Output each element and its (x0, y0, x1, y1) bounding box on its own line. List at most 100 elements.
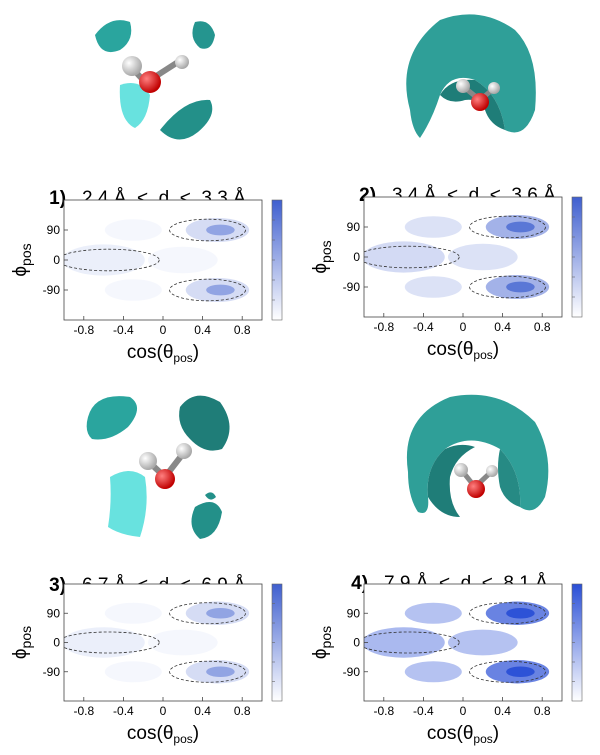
x-tick-label: 0 (460, 320, 467, 334)
density-region (506, 666, 535, 678)
heatmap-2: -0.8 -0.4 0 0.4 0.8 90 0 -90 cos(θpos) ϕpos (310, 196, 583, 362)
heatmap-background (364, 197, 562, 317)
density-region (447, 243, 518, 271)
y-tick-label: -90 (343, 665, 361, 679)
x-tick-label: 0.4 (194, 323, 211, 337)
panel-3: 3)6.7 Å < d < 6.9 Å -0.8-0.400.40.8900-9… (0, 377, 300, 755)
panel-1-number: 1) (49, 188, 67, 209)
density-region (404, 216, 462, 238)
y-axis-label: ϕpos (10, 626, 34, 659)
panel-3-number: 3) (49, 575, 67, 596)
contour-line (169, 660, 246, 683)
x-tick-label: 0.8 (534, 320, 551, 334)
density-region (364, 627, 445, 658)
x-tick-label: -0.4 (413, 320, 434, 334)
y-tick-label: 0 (53, 253, 60, 267)
density-region (104, 219, 162, 241)
y-tick-label: 0 (353, 636, 360, 650)
density-region (206, 224, 235, 236)
density-region (64, 627, 145, 658)
y-tick-label: -90 (43, 665, 61, 679)
panel-4: 4) 7.9 Å < d < 8.1 Å -0.8 -0.4 0 0.4 0.8 90 0 -9… (300, 377, 600, 755)
density-region (147, 629, 218, 656)
x-tick-label: -0.4 (113, 323, 134, 337)
heatmap-field (64, 200, 262, 320)
y-axis-label: ϕpos (310, 240, 334, 273)
density-region (104, 602, 162, 624)
x-tick-label: 0.4 (194, 704, 211, 718)
y-tick-label: 90 (47, 606, 61, 620)
x-tick-label: 0.8 (234, 323, 251, 337)
molecule-render-2 (406, 14, 536, 138)
density-region (64, 244, 145, 276)
x-tick-label: -0.4 (113, 704, 134, 718)
density-region (104, 661, 162, 683)
x-tick-label: -0.8 (73, 704, 94, 718)
y-tick-label: 90 (47, 223, 61, 237)
density-region (206, 284, 235, 296)
y-tick-label: 90 (347, 606, 361, 620)
heatmap-field (364, 584, 562, 701)
x-axis-label: cos(θpos) (127, 723, 199, 746)
density-region (404, 602, 462, 624)
contour-line (169, 278, 246, 302)
x-axis-label: cos(θpos) (427, 723, 499, 746)
density-region (185, 660, 250, 684)
density-region (147, 246, 218, 274)
heatmap-field (64, 584, 262, 701)
density-region (185, 601, 250, 625)
density-region (447, 629, 518, 656)
heatmap-3: -0.8 -0.4 0 0.4 0.8 90 0 -90 cos(θpos) ϕpos (10, 583, 283, 746)
density-region (185, 278, 250, 302)
y-axis-label: ϕpos (10, 243, 34, 276)
density-region (506, 607, 535, 619)
x-tick-label: -0.8 (373, 320, 394, 334)
density-region (185, 218, 250, 242)
contour-line (469, 660, 546, 683)
molecule-render-3 (86, 395, 230, 539)
x-tick-label: 0 (160, 323, 167, 337)
contour-line (364, 631, 460, 654)
density-region (404, 661, 462, 683)
density-region (506, 221, 535, 233)
molecule-render-1 (95, 20, 215, 140)
x-tick-label: -0.4 (413, 704, 434, 718)
contour-line (64, 248, 160, 272)
x-tick-label: -0.8 (73, 323, 94, 337)
panel-2: 2) 3.4 Å < d < 3.6 Å -0.8 -0.4 0 0.4 0.8 90 0 -9… (300, 0, 600, 378)
density-region (506, 281, 535, 293)
svg-text:ϕpos: ϕpos (10, 243, 34, 276)
y-tick-label: -90 (343, 280, 361, 294)
x-tick-label: -0.8 (373, 704, 394, 718)
contour-line (169, 218, 246, 242)
heatmap-field (364, 197, 562, 317)
contour-line (469, 215, 546, 239)
x-tick-label: 0.8 (534, 704, 551, 718)
density-region (206, 607, 235, 619)
y-tick-label: 90 (347, 220, 361, 234)
molecule-render-4 (406, 394, 549, 517)
contour-line (469, 602, 546, 625)
density-region (104, 279, 162, 301)
x-tick-label: 0 (460, 704, 467, 718)
heatmap-4: -0.8 -0.4 0 0.4 0.8 90 0 -90 cos(θpos) ϕpos (310, 583, 583, 746)
svg-text:ϕpos: ϕpos (310, 240, 334, 273)
panel-1: 1) 2.4 Å < d < 3.3 Å -0.8 -0.4 0 0.4 0.8 90 0 -9… (0, 0, 300, 378)
y-tick-label: 0 (353, 250, 360, 264)
density-region (364, 241, 445, 273)
y-tick-label: -90 (43, 283, 61, 297)
svg-text:ϕpos: ϕpos (10, 626, 34, 659)
heatmap-1: -0.8 -0.4 0 0.4 0.8 90 0 -90 cos(θpos) ϕpos (10, 199, 283, 365)
contour-line (64, 631, 160, 654)
x-tick-label: 0.8 (234, 704, 251, 718)
heatmap-background (64, 200, 262, 320)
heatmap-background (64, 584, 262, 701)
y-axis-label: ϕpos (310, 626, 334, 659)
contour-line (364, 245, 460, 269)
contour-line (169, 602, 246, 625)
y-tick-label: 0 (53, 636, 60, 650)
contour-line (469, 275, 546, 299)
svg-text:ϕpos: ϕpos (310, 626, 334, 659)
x-axis-label: cos(θpos) (127, 342, 199, 365)
x-axis-label: cos(θpos) (427, 339, 499, 362)
